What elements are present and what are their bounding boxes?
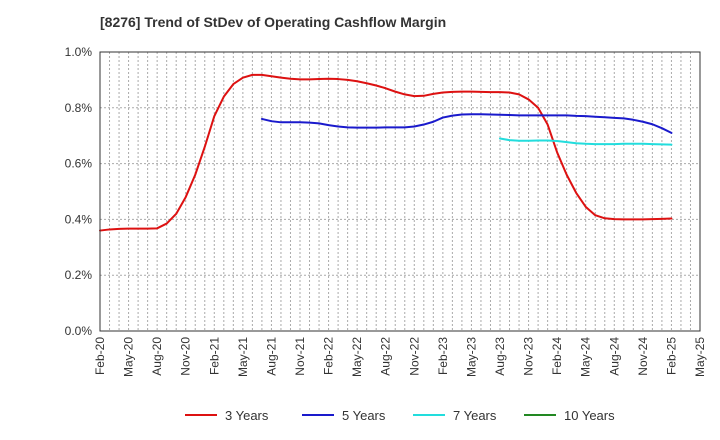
x-tick-label: Nov-24 — [636, 337, 650, 376]
x-tick-label: Feb-22 — [322, 337, 336, 375]
x-tick-label: Nov-22 — [407, 337, 421, 376]
legend-label: 3 Years — [225, 408, 269, 423]
y-tick-label: 0.0% — [65, 324, 93, 338]
x-tick-label: Feb-24 — [550, 337, 564, 375]
x-tick-label: Aug-23 — [493, 337, 507, 376]
plot-frame — [99, 51, 701, 332]
y-tick-label: 0.8% — [65, 101, 93, 115]
x-tick-label: May-20 — [122, 337, 136, 377]
x-tick-label: Feb-20 — [93, 337, 107, 375]
chart-title: [8276] Trend of StDev of Operating Cashf… — [100, 14, 447, 30]
legend-label: 7 Years — [453, 408, 497, 423]
x-tick-label: May-23 — [464, 337, 478, 377]
vertical-gridlines — [109, 52, 691, 331]
y-tick-label: 1.0% — [65, 45, 93, 59]
x-tick-label: Nov-20 — [179, 337, 193, 376]
y-tick-label: 0.2% — [65, 268, 93, 282]
x-tick-label: Aug-20 — [150, 337, 164, 376]
x-tick-label: Feb-21 — [207, 337, 221, 375]
x-tick-label: Feb-23 — [436, 337, 450, 375]
x-tick-label: Nov-21 — [293, 337, 307, 376]
x-tick-label: May-22 — [350, 337, 364, 377]
series-lines — [99, 73, 673, 232]
x-tick-label: Aug-24 — [607, 337, 621, 376]
x-tick-label: May-25 — [693, 337, 707, 377]
series-line-5-years — [260, 113, 673, 134]
y-tick-label: 0.6% — [65, 157, 93, 171]
plot-area — [100, 52, 700, 331]
x-tick-label: Aug-21 — [264, 337, 278, 376]
x-axis-tick-labels: Feb-20 May-20 Aug-20 Nov-20 Feb-21 May-21 Aug-… — [93, 337, 707, 377]
legend-label: 10 Years — [564, 408, 615, 423]
series-line-7-years — [499, 137, 673, 146]
legend: 3 Years 5 Years 7 Years 10 Years — [185, 408, 615, 423]
y-tick-label: 0.4% — [65, 212, 93, 226]
x-tick-label: Nov-23 — [522, 337, 536, 376]
series-line-3-years — [99, 73, 673, 232]
x-tick-label: May-24 — [579, 337, 593, 377]
x-tick-label: May-21 — [236, 337, 250, 377]
x-tick-label: Feb-25 — [664, 337, 678, 375]
legend-label: 5 Years — [342, 408, 386, 423]
y-axis-tick-labels: 0.0% 0.2% 0.4% 0.6% 0.8% 1.0% — [65, 45, 93, 338]
x-tick-label: Aug-22 — [379, 337, 393, 376]
